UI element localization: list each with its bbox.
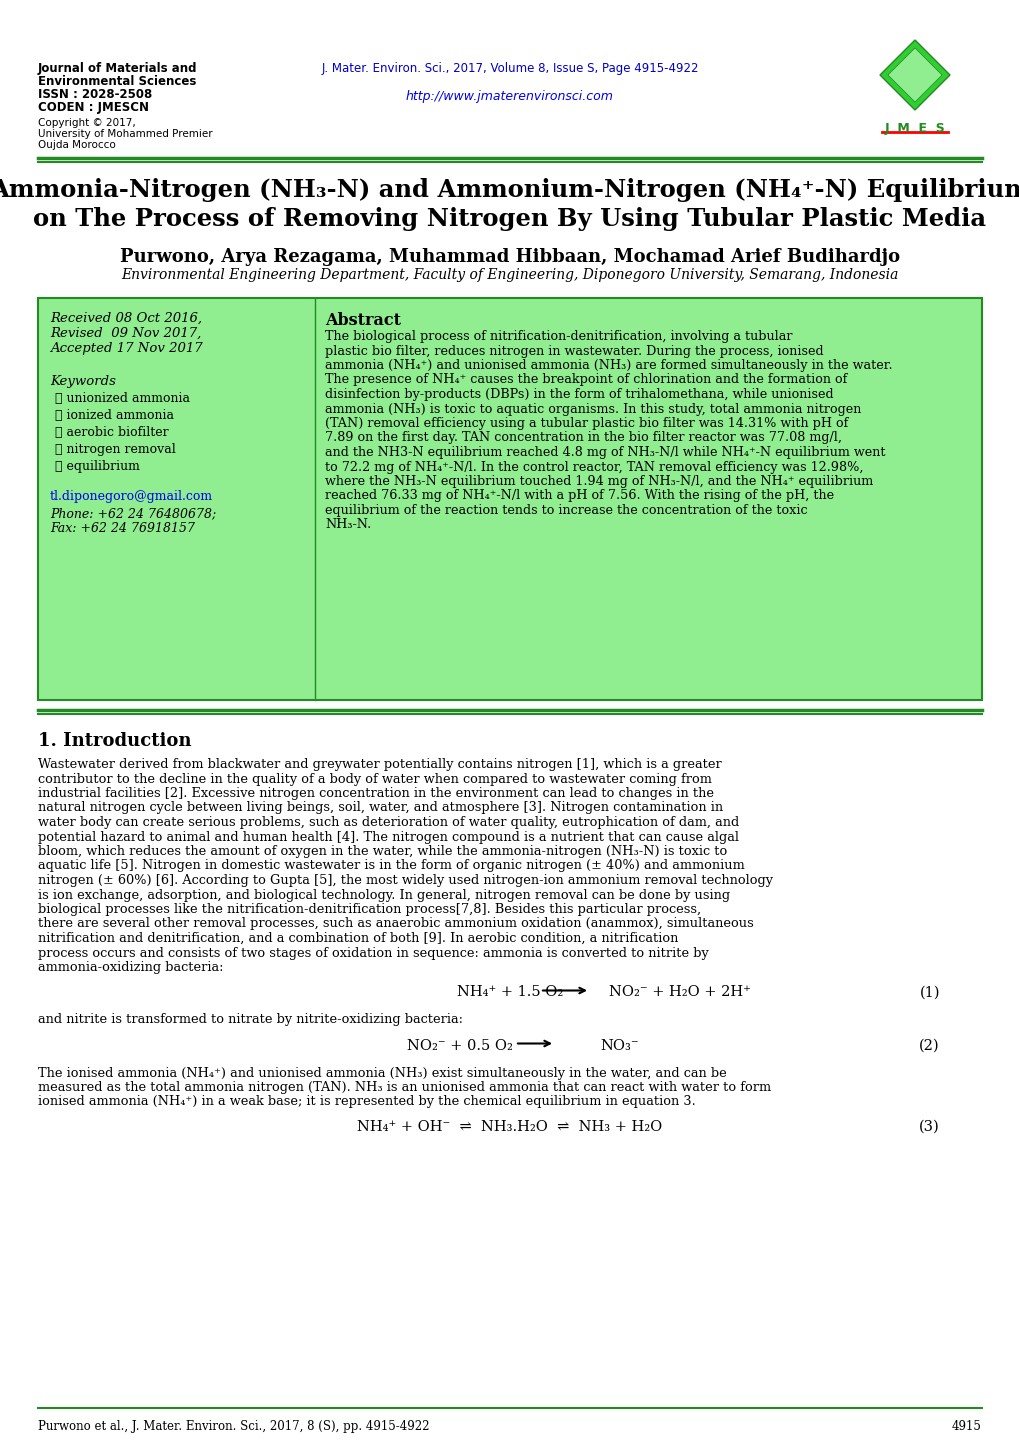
Text: contributor to the decline in the quality of a body of water when compared to wa: contributor to the decline in the qualit… <box>38 772 711 785</box>
Text: Wastewater derived from blackwater and greywater potentially contains nitrogen [: Wastewater derived from blackwater and g… <box>38 758 721 771</box>
Text: NH₄⁺ + 1.5 O₂: NH₄⁺ + 1.5 O₂ <box>457 986 562 1000</box>
Text: Copyright © 2017,: Copyright © 2017, <box>38 118 136 128</box>
Text: Fax: +62 24 76918157: Fax: +62 24 76918157 <box>50 522 195 535</box>
Text: Purwono et al., J. Mater. Environ. Sci., 2017, 8 (S), pp. 4915-4922: Purwono et al., J. Mater. Environ. Sci.,… <box>38 1420 429 1433</box>
Text: ✓ nitrogen removal: ✓ nitrogen removal <box>55 443 175 456</box>
Polygon shape <box>888 48 942 102</box>
Text: NH₄⁺ + OH⁻  ⇌  NH₃.H₂O  ⇌  NH₃ + H₂O: NH₄⁺ + OH⁻ ⇌ NH₃.H₂O ⇌ NH₃ + H₂O <box>357 1120 662 1134</box>
Text: aquatic life [5]. Nitrogen in domestic wastewater is in the form of organic nitr: aquatic life [5]. Nitrogen in domestic w… <box>38 860 744 873</box>
Text: Purwono, Arya Rezagama, Muhammad Hibbaan, Mochamad Arief Budihardjo: Purwono, Arya Rezagama, Muhammad Hibbaan… <box>120 248 899 266</box>
Text: Environmental Engineering Department, Faculty of Engineering, Diponegoro Univers: Environmental Engineering Department, Fa… <box>121 268 898 281</box>
Text: is ion exchange, adsorption, and biological technology. In general, nitrogen rem: is ion exchange, adsorption, and biologi… <box>38 889 730 902</box>
Text: 7.89 on the first day. TAN concentration in the bio filter reactor was 77.08 mg/: 7.89 on the first day. TAN concentration… <box>325 431 841 444</box>
Text: plastic bio filter, reduces nitrogen in wastewater. During the process, ionised: plastic bio filter, reduces nitrogen in … <box>325 345 822 358</box>
Text: NO₂⁻ + H₂O + 2H⁺: NO₂⁻ + H₂O + 2H⁺ <box>608 986 750 1000</box>
Text: ✓ aerobic biofilter: ✓ aerobic biofilter <box>55 426 168 439</box>
Text: and nitrite is transformed to nitrate by nitrite-oxidizing bacteria:: and nitrite is transformed to nitrate by… <box>38 1013 463 1026</box>
Text: ✓ equilibrium: ✓ equilibrium <box>55 460 140 473</box>
Text: The ionised ammonia (NH₄⁺) and unionised ammonia (NH₃) exist simultaneously in t: The ionised ammonia (NH₄⁺) and unionised… <box>38 1066 727 1079</box>
Text: bloom, which reduces the amount of oxygen in the water, while the ammonia-nitrog: bloom, which reduces the amount of oxyge… <box>38 846 727 859</box>
Polygon shape <box>879 40 949 110</box>
Text: CODEN : JMESCN: CODEN : JMESCN <box>38 101 149 114</box>
Text: ammonia (NH₃) is toxic to aquatic organisms. In this study, total ammonia nitrog: ammonia (NH₃) is toxic to aquatic organi… <box>325 403 860 416</box>
Text: process occurs and consists of two stages of oxidation in sequence: ammonia is c: process occurs and consists of two stage… <box>38 947 708 960</box>
Text: Journal of Materials and: Journal of Materials and <box>38 62 198 75</box>
Text: measured as the total ammonia nitrogen (TAN). NH₃ is an unionised ammonia that c: measured as the total ammonia nitrogen (… <box>38 1081 770 1094</box>
Text: there are several other removal processes, such as anaerobic ammonium oxidation : there are several other removal processe… <box>38 918 753 931</box>
Text: Environmental Sciences: Environmental Sciences <box>38 75 197 88</box>
Text: Abstract: Abstract <box>325 312 400 329</box>
Text: tl.diponegoro@gmail.com: tl.diponegoro@gmail.com <box>50 491 213 504</box>
Text: (1): (1) <box>918 986 940 1000</box>
Text: ammonia (NH₄⁺) and unionised ammonia (NH₃) are formed simultaneously in the wate: ammonia (NH₄⁺) and unionised ammonia (NH… <box>325 359 892 372</box>
Text: (TAN) removal efficiency using a tubular plastic bio filter was 14.31% with pH o: (TAN) removal efficiency using a tubular… <box>325 417 848 430</box>
Text: NH₃-N.: NH₃-N. <box>325 518 371 531</box>
Text: where the NH₃-N equilibrium touched 1.94 mg of NH₃-N/l, and the NH₄⁺ equilibrium: where the NH₃-N equilibrium touched 1.94… <box>325 475 872 488</box>
Text: 1. Introduction: 1. Introduction <box>38 732 192 750</box>
Text: water body can create serious problems, such as deterioration of water quality, : water body can create serious problems, … <box>38 815 739 828</box>
Text: ✓ ionized ammonia: ✓ ionized ammonia <box>55 408 174 421</box>
Text: Phone: +62 24 76480678;: Phone: +62 24 76480678; <box>50 506 216 519</box>
Text: disinfection by-products (DBPs) in the form of trihalomethana, while unionised: disinfection by-products (DBPs) in the f… <box>325 388 833 401</box>
Text: nitrification and denitrification, and a combination of both [9]. In aerobic con: nitrification and denitrification, and a… <box>38 932 678 945</box>
Text: ammonia-oxidizing bacteria:: ammonia-oxidizing bacteria: <box>38 961 223 974</box>
Text: ionised ammonia (NH₄⁺) in a weak base; it is represented by the chemical equilib: ionised ammonia (NH₄⁺) in a weak base; i… <box>38 1095 695 1108</box>
Text: Accepted 17 Nov 2017: Accepted 17 Nov 2017 <box>50 342 203 355</box>
Text: to 72.2 mg of NH₄⁺-N/l. In the control reactor, TAN removal efficiency was 12.98: to 72.2 mg of NH₄⁺-N/l. In the control r… <box>325 460 863 473</box>
Text: (3): (3) <box>918 1120 940 1134</box>
Text: biological processes like the nitrification-denitrification process[7,8]. Beside: biological processes like the nitrificat… <box>38 903 700 916</box>
Text: The biological process of nitrification-denitrification, involving a tubular: The biological process of nitrification-… <box>325 330 792 343</box>
Text: (2): (2) <box>918 1039 940 1052</box>
Text: Oujda Morocco: Oujda Morocco <box>38 140 115 150</box>
Text: NO₂⁻ + 0.5 O₂: NO₂⁻ + 0.5 O₂ <box>407 1039 513 1052</box>
Text: reached 76.33 mg of NH₄⁺-N/l with a pH of 7.56. With the rising of the pH, the: reached 76.33 mg of NH₄⁺-N/l with a pH o… <box>325 489 834 502</box>
Text: potential hazard to animal and human health [4]. The nitrogen compound is a nutr: potential hazard to animal and human hea… <box>38 831 739 844</box>
Text: equilibrium of the reaction tends to increase the concentration of the toxic: equilibrium of the reaction tends to inc… <box>325 504 807 517</box>
Text: The presence of NH₄⁺ causes the breakpoint of chlorination and the formation of: The presence of NH₄⁺ causes the breakpoi… <box>325 374 847 387</box>
Text: 4915: 4915 <box>951 1420 981 1433</box>
Text: Ammonia-Nitrogen (NH₃-N) and Ammonium-Nitrogen (NH₄⁺-N) Equilibrium: Ammonia-Nitrogen (NH₃-N) and Ammonium-Ni… <box>0 177 1019 202</box>
Text: Received 08 Oct 2016,: Received 08 Oct 2016, <box>50 312 202 325</box>
Text: J  M  E  S: J M E S <box>883 123 945 136</box>
Text: natural nitrogen cycle between living beings, soil, water, and atmosphere [3]. N: natural nitrogen cycle between living be… <box>38 801 722 814</box>
Text: ✓ unionized ammonia: ✓ unionized ammonia <box>55 392 190 405</box>
Text: ISSN : 2028-2508: ISSN : 2028-2508 <box>38 88 152 101</box>
FancyBboxPatch shape <box>38 299 981 700</box>
Text: industrial facilities [2]. Excessive nitrogen concentration in the environment c: industrial facilities [2]. Excessive nit… <box>38 786 713 799</box>
Text: Revised  09 Nov 2017,: Revised 09 Nov 2017, <box>50 328 201 341</box>
Text: J. Mater. Environ. Sci., 2017, Volume 8, Issue S, Page 4915-4922: J. Mater. Environ. Sci., 2017, Volume 8,… <box>321 62 698 75</box>
Text: http://www.jmaterenvironsci.com: http://www.jmaterenvironsci.com <box>406 89 613 102</box>
Text: and the NH3-N equilibrium reached 4.8 mg of NH₃-N/l while NH₄⁺-N equilibrium wen: and the NH3-N equilibrium reached 4.8 mg… <box>325 446 884 459</box>
Text: nitrogen (± 60%) [6]. According to Gupta [5], the most widely used nitrogen-ion : nitrogen (± 60%) [6]. According to Gupta… <box>38 874 772 887</box>
Text: Keywords: Keywords <box>50 375 116 388</box>
Text: on The Process of Removing Nitrogen By Using Tubular Plastic Media: on The Process of Removing Nitrogen By U… <box>34 206 985 231</box>
Text: NO₃⁻: NO₃⁻ <box>600 1039 639 1052</box>
Text: University of Mohammed Premier: University of Mohammed Premier <box>38 128 212 139</box>
